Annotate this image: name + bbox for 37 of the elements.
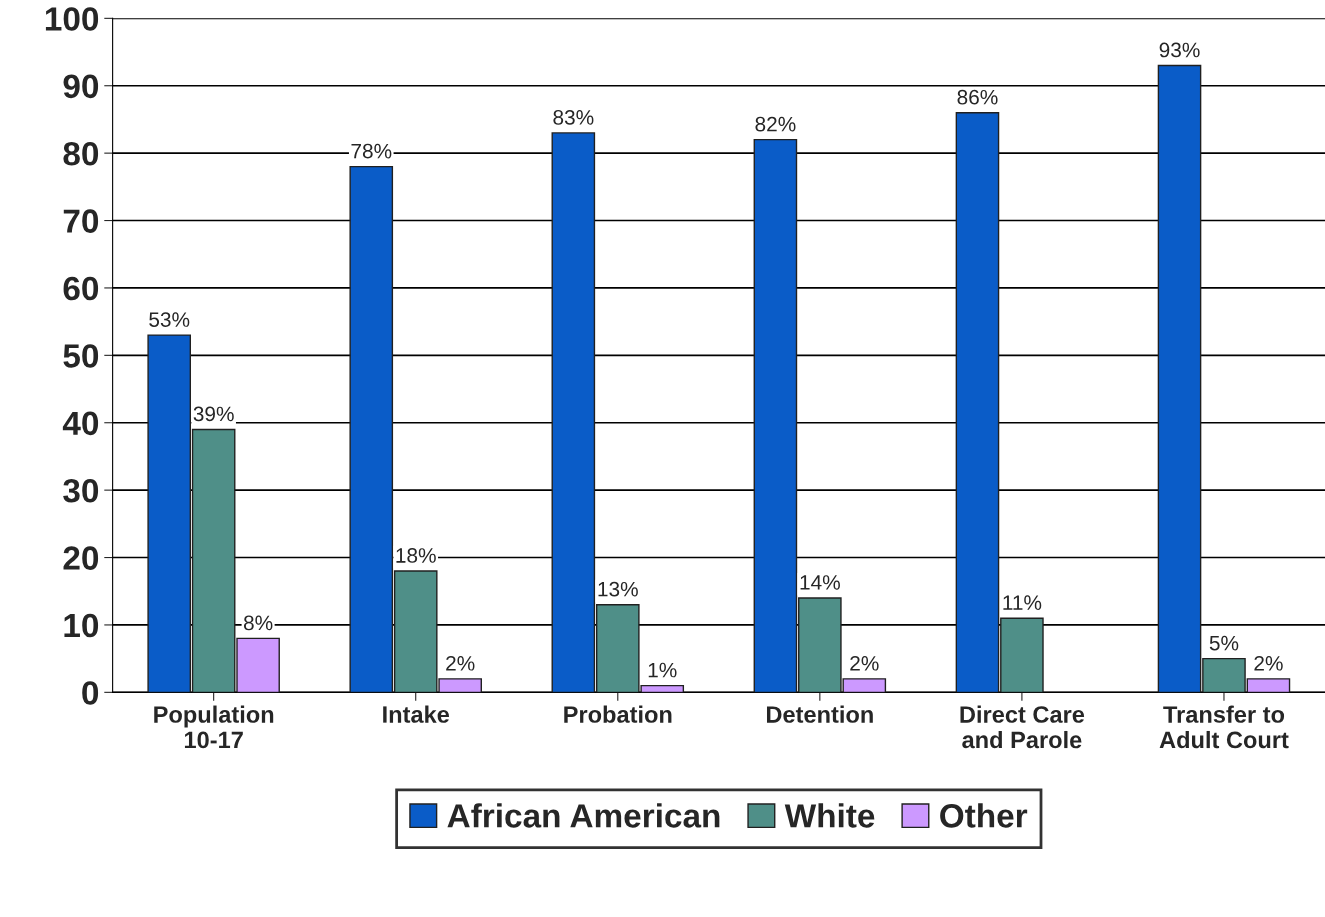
x-tick-label: Transfer to Adult Court xyxy=(1159,705,1289,749)
x-tick-label: Detention xyxy=(766,705,873,723)
legend-label: African American xyxy=(447,803,720,828)
data-label: 2% xyxy=(850,655,879,671)
legend-label: Other xyxy=(940,803,1028,828)
data-label: 53% xyxy=(149,312,190,327)
data-label: 39% xyxy=(193,406,234,422)
data-label: 11% xyxy=(1003,595,1042,610)
data-label: 5% xyxy=(1209,635,1239,651)
data-label: 14% xyxy=(800,575,840,590)
x-tick-label: Intake xyxy=(383,705,450,723)
data-label: 86% xyxy=(957,89,998,105)
x-tick-label: Direct Care and Parole xyxy=(960,705,1085,749)
y-tick-label: 90 xyxy=(63,74,99,99)
data-label: 8% xyxy=(243,615,273,631)
y-tick-label: 40 xyxy=(62,411,99,436)
data-label: 13% xyxy=(598,581,638,597)
x-tick-label: Population 10-17 xyxy=(154,705,274,749)
data-label: 83% xyxy=(553,110,594,125)
data-label: 18% xyxy=(396,548,436,563)
y-tick-label: 20 xyxy=(63,546,99,570)
data-label: 1% xyxy=(648,662,677,678)
data-label: 2% xyxy=(1254,655,1283,671)
y-tick-label: 10 xyxy=(64,613,99,638)
y-tick-label: 70 xyxy=(63,209,99,233)
y-tick-label: 50 xyxy=(63,344,99,368)
y-tick-label: 80 xyxy=(63,141,99,166)
y-tick-label: 60 xyxy=(63,276,99,301)
data-label: 2% xyxy=(446,655,475,671)
y-tick-label: 30 xyxy=(63,478,99,503)
legend-label: White xyxy=(784,803,875,828)
data-label: 82% xyxy=(755,116,796,132)
data-label: 93% xyxy=(1159,42,1200,58)
y-tick-label: 0 xyxy=(82,681,99,705)
y-tick-label: 100 xyxy=(45,7,99,31)
x-tick-label: Probation xyxy=(564,705,672,723)
data-label: 78% xyxy=(351,143,392,159)
